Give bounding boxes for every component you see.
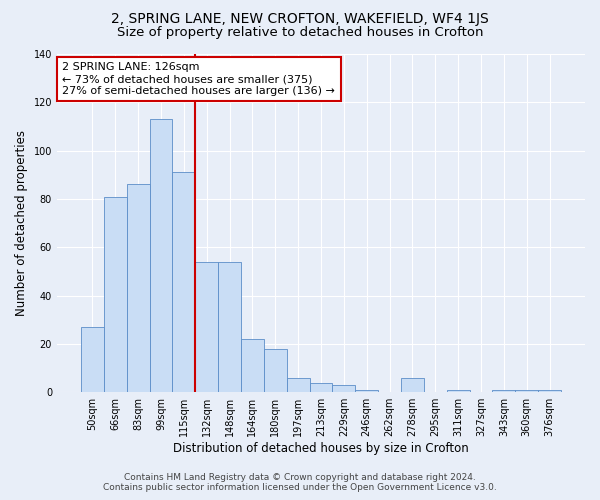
Bar [310, 382, 332, 392]
Bar [264, 348, 287, 392]
Text: 2 SPRING LANE: 126sqm
← 73% of detached houses are smaller (375)
27% of semi-det: 2 SPRING LANE: 126sqm ← 73% of detached … [62, 62, 335, 96]
Bar [515, 390, 538, 392]
Bar [287, 378, 310, 392]
Text: 2, SPRING LANE, NEW CROFTON, WAKEFIELD, WF4 1JS: 2, SPRING LANE, NEW CROFTON, WAKEFIELD, … [111, 12, 489, 26]
Y-axis label: Number of detached properties: Number of detached properties [15, 130, 28, 316]
Bar [195, 262, 218, 392]
Bar [401, 378, 424, 392]
Bar [149, 119, 172, 392]
Bar [127, 184, 149, 392]
Text: Size of property relative to detached houses in Crofton: Size of property relative to detached ho… [117, 26, 483, 39]
Bar [538, 390, 561, 392]
Bar [355, 390, 378, 392]
X-axis label: Distribution of detached houses by size in Crofton: Distribution of detached houses by size … [173, 442, 469, 455]
Bar [104, 196, 127, 392]
Text: Contains HM Land Registry data © Crown copyright and database right 2024.
Contai: Contains HM Land Registry data © Crown c… [103, 473, 497, 492]
Bar [218, 262, 241, 392]
Bar [241, 339, 264, 392]
Bar [493, 390, 515, 392]
Bar [446, 390, 470, 392]
Bar [172, 172, 195, 392]
Bar [81, 327, 104, 392]
Bar [332, 385, 355, 392]
